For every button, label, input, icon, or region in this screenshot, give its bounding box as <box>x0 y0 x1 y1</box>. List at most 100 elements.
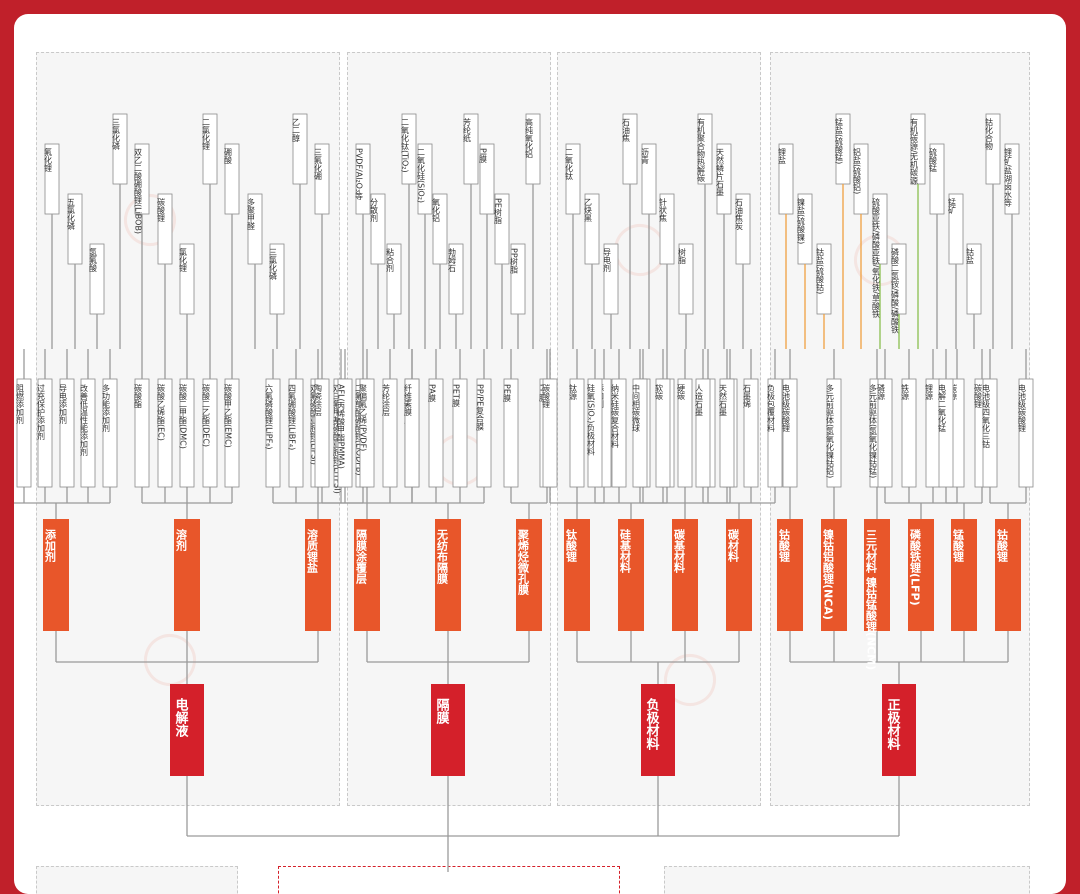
group-node-label: 碳材料 <box>727 528 740 563</box>
leaf-node-label: 陶瓷涂层 <box>314 383 323 417</box>
group-node-label: 添加剂 <box>44 528 58 563</box>
group-node <box>305 519 331 631</box>
leaf-node-label: 天然石墨 <box>719 384 728 416</box>
source-node-label: 钴化合物 <box>985 117 994 151</box>
source-node-label: 有机碳源/无机碳源 <box>910 117 919 186</box>
source-node-label: 针状焦 <box>659 197 668 223</box>
source-node-label: 石油焦炭 <box>735 198 744 231</box>
group-node-label: 溶剂 <box>175 528 189 552</box>
group-node <box>777 519 803 631</box>
leaf-node-label: 硬碳 <box>677 384 686 401</box>
leaf-node-label: 多功能添加剂 <box>102 383 111 433</box>
group-node-label: 碳基材料 <box>673 528 687 574</box>
leaf-node-label: PET膜 <box>452 384 461 408</box>
source-node-label: 导电剂 <box>603 248 612 273</box>
source-node-label: 五氯化磷 <box>67 198 76 231</box>
group-node <box>435 519 461 631</box>
leaf-node-label: 石墨烯 <box>743 384 752 409</box>
group-node <box>951 519 977 631</box>
leaf-node-label: 碳酸酯 <box>134 383 143 409</box>
source-node-label: 芳纶纸 <box>463 117 472 143</box>
leaf-node-label: AFL(丙烯酸甲酯PMMA) <box>337 384 346 469</box>
leaf-node-label: 软碳 <box>655 383 664 401</box>
source-node-label: 勃姆石 <box>448 247 457 273</box>
leaf-node-label: 电解二氧化锰 <box>938 383 947 433</box>
leaf-node-label: PP/PE复合膜 <box>476 384 485 431</box>
leaf-node-label: 中间相碳微球 <box>632 383 641 432</box>
leaf-node-label: 芳纶涂层 <box>382 383 391 417</box>
leaf-node-label: PE膜 <box>503 384 512 403</box>
source-node-label: 双乙二酸硼酸锂(LiBOB) <box>134 148 143 234</box>
source-node-label: 二氧化钛 <box>565 148 574 181</box>
source-node-label: 沥青 <box>641 148 650 165</box>
root-node-0 <box>170 684 204 776</box>
source-node-label: 钴盐(硫酸钴) <box>816 247 825 294</box>
leaf-node-label: 双氟磺酰亚胺锂(LiFSI) <box>310 384 319 465</box>
leaf-node-label: 碳酸乙烯酯(EC) <box>157 383 166 441</box>
source-node-label: 锰矿 <box>948 197 957 215</box>
source-node-label: 石油焦 <box>622 118 631 143</box>
source-node-label: 三氯化磷 <box>269 248 278 281</box>
leaf-node-label: 电池级碳酸锂 <box>1018 383 1027 433</box>
leaf-node-label: 磷源 <box>877 383 886 401</box>
root-node-3 <box>882 684 916 776</box>
source-node-label: 天然鳞片石墨 <box>716 148 725 196</box>
source-node-label: 有机聚合物热解碳 <box>697 117 706 183</box>
group-node-label: 三元材料 镍钴锰酸锂(NCM) <box>865 529 878 670</box>
leaf-node-label: 过充保护添加剂 <box>37 383 46 441</box>
group-node <box>908 519 934 631</box>
source-node-label: PE树脂 <box>494 198 503 225</box>
source-node-label: 锂盐 <box>778 147 787 164</box>
source-node-label: PI膜 <box>479 148 488 164</box>
root-node-label: 负极材料 <box>644 697 660 751</box>
group-node-label: 钴酸锂 <box>778 528 791 563</box>
root-node-2 <box>641 684 675 776</box>
group-node <box>516 519 542 631</box>
group-node <box>995 519 1021 631</box>
source-node-label: 氧化铝 <box>432 197 441 223</box>
source-node-label: 硫酸亚铁/磷酸亚铁/氧化铁/草酸铁 <box>872 197 881 319</box>
leaf-node-label: 改善低温性能添加剂 <box>80 383 89 457</box>
tree-diagram: 电解液添加剂成膜添加剂阻燃添加剂过充保护添加剂导电添加剂改善低温性能添加剂多功能… <box>14 113 1034 872</box>
group-node-label: 硅基材料 <box>619 528 633 574</box>
source-node-label: 分散剂 <box>370 198 379 223</box>
source-node-label: 锂矿/盐湖卤水等 <box>1004 147 1013 207</box>
leaf-node-label: 人造石墨 <box>695 384 704 416</box>
source-node-label: 氯化锂 <box>179 247 188 273</box>
group-node <box>618 519 644 631</box>
leaf-node-label: 六氟磷酸锂(LiPF₆) <box>265 383 274 450</box>
source-node-label: 乙二醇 <box>292 118 301 143</box>
source-node-label: 碳酸锂 <box>157 197 166 223</box>
group-node-label: 锰酸锂 <box>952 528 965 563</box>
group-node-label: 溶质锂盐 <box>306 528 319 573</box>
leaf-node-label: 电池级四氧化三钴 <box>982 383 991 449</box>
source-node-label: 氟化锂 <box>44 147 53 173</box>
leaf-node-label: 阻燃添加剂 <box>16 384 25 425</box>
group-node <box>821 519 847 631</box>
leaf-node-label: 纳米硅碳复合材料 <box>611 383 620 449</box>
source-node-label: 三氯化磷 <box>112 118 121 151</box>
leaf-node-label: 电池级碳酸锂 <box>782 383 791 433</box>
leaf-node-label: 碳酸甲乙酯(EMC) <box>224 383 233 448</box>
source-node-label: 铝盐(硫酸铝) <box>853 147 862 194</box>
root-node-label: 隔膜 <box>434 697 450 725</box>
leaf-node-label: 钛源 <box>569 383 578 401</box>
source-node-label: 三氟化硼 <box>314 148 323 181</box>
source-node-label: 二氯化锂 <box>202 118 211 151</box>
source-node-label: 氢氟酸 <box>89 247 98 273</box>
source-node-label: 树脂 <box>678 247 687 265</box>
source-node-label: 二氧化硅(SiO₂) <box>417 148 426 203</box>
source-node-label: 多聚甲醛 <box>247 197 256 231</box>
leaf-node-label: 双三氟甲基磺酰亚胺锂(LiTFSI) <box>333 384 342 494</box>
leaf-node-label: 碳酸二乙酯(DEC) <box>202 383 211 447</box>
source-node-label: 磷酸二氢铵/磷酸/磷酸铁 <box>891 247 900 334</box>
group-node-label: 镍钴铝酸锂(NCA) <box>822 528 835 620</box>
group-node-label: 钛酸锂 <box>565 528 578 563</box>
group-node <box>864 519 890 631</box>
leaf-node-label: 多元前驱体(氢氧化镍钴锰) <box>869 383 878 478</box>
leaf-node-label: 聚偏氟乙烯(PVDF) <box>359 384 368 451</box>
group-node-label: 钴酸锂 <box>996 528 1009 563</box>
leaf-node-label: 碳酸锂 <box>974 383 983 409</box>
source-node-label: 镍盐(硫酸镍) <box>797 197 806 244</box>
leaf-node-label: 四氟硼酸锂(LiBF₄) <box>288 384 297 450</box>
